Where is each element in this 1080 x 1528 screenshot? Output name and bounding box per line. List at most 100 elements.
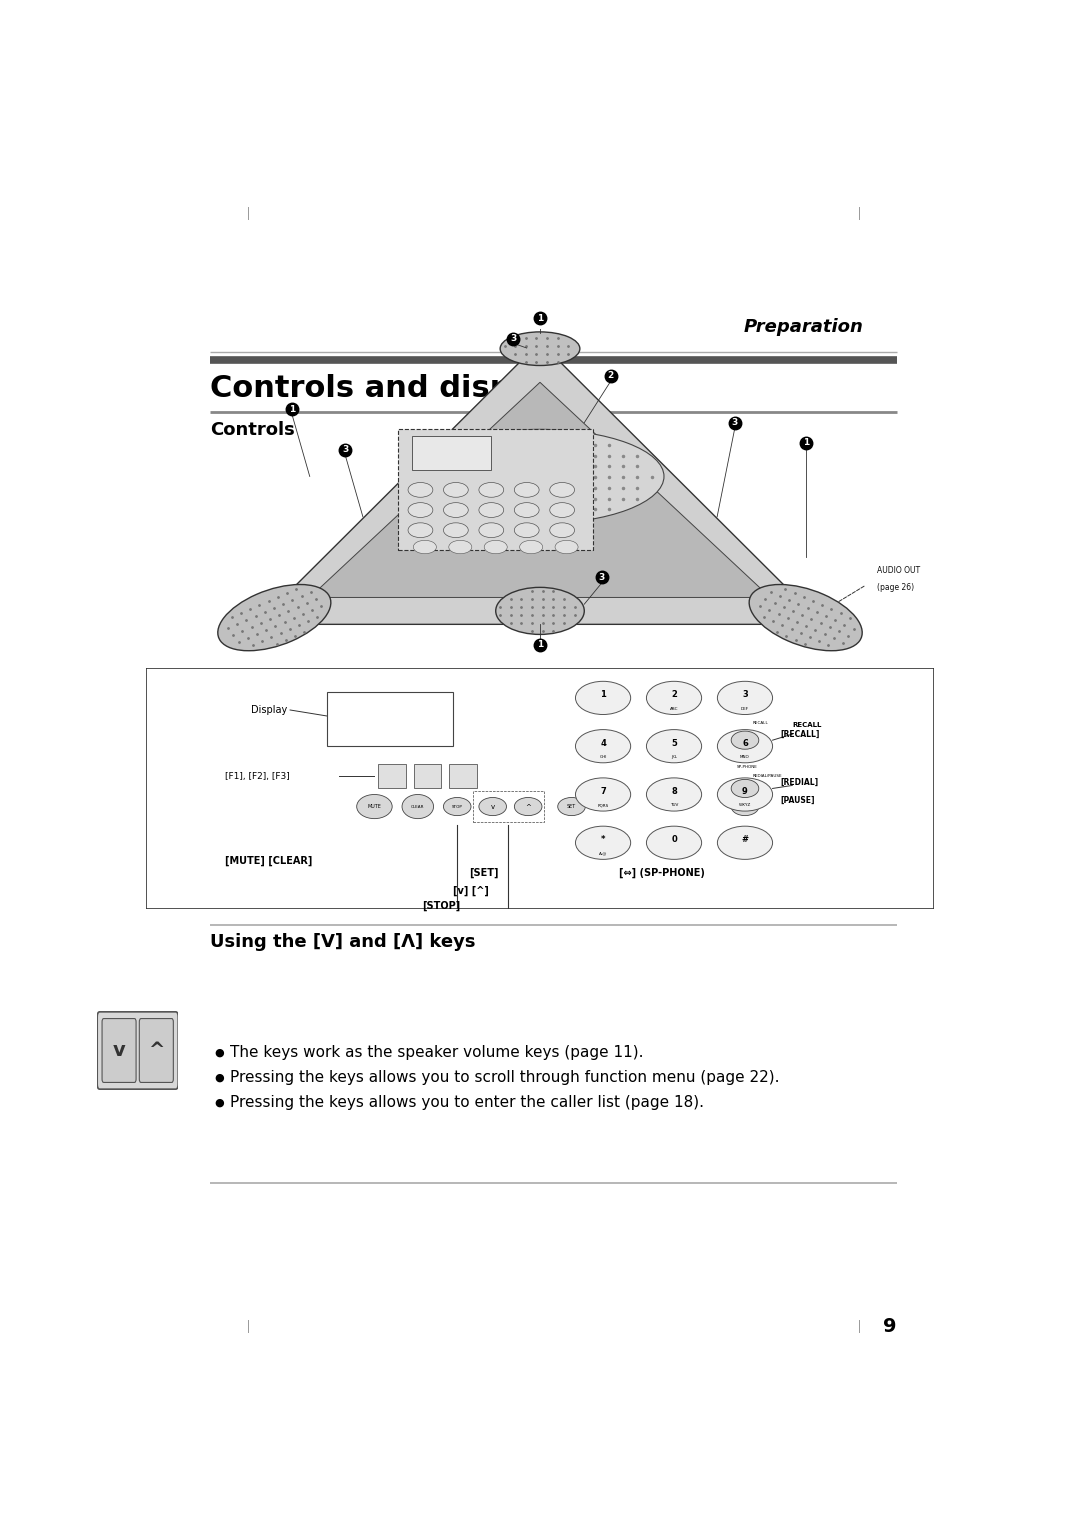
Ellipse shape <box>444 523 469 538</box>
Text: Pressing the keys allows you to scroll through function menu (page 22).: Pressing the keys allows you to scroll t… <box>230 1070 779 1085</box>
Text: Preparation: Preparation <box>743 318 863 336</box>
Text: *: * <box>600 836 605 845</box>
Text: 7: 7 <box>600 787 606 796</box>
Text: v: v <box>490 804 495 810</box>
Text: TUV: TUV <box>670 804 678 807</box>
Ellipse shape <box>514 483 539 497</box>
Bar <box>327 692 454 746</box>
Text: RECALL: RECALL <box>793 723 822 727</box>
Text: STOP: STOP <box>451 805 462 808</box>
Ellipse shape <box>514 798 542 816</box>
Ellipse shape <box>647 778 702 811</box>
Ellipse shape <box>514 503 539 518</box>
Text: 3: 3 <box>599 573 605 582</box>
Text: MUTE: MUTE <box>367 804 381 808</box>
Ellipse shape <box>356 795 392 819</box>
Text: A-@: A-@ <box>599 851 607 856</box>
Ellipse shape <box>576 778 631 811</box>
Text: 1: 1 <box>537 313 543 322</box>
Ellipse shape <box>408 523 433 538</box>
Ellipse shape <box>647 681 702 715</box>
Text: (page 26): (page 26) <box>877 582 914 591</box>
Text: Display: Display <box>252 704 287 715</box>
Text: 3: 3 <box>732 419 738 428</box>
Text: WXYZ: WXYZ <box>739 804 751 807</box>
Ellipse shape <box>408 483 433 497</box>
Text: [MUTE] [CLEAR]: [MUTE] [CLEAR] <box>225 856 312 866</box>
Text: 1: 1 <box>537 640 543 649</box>
Text: MNO: MNO <box>740 755 750 759</box>
Text: 1: 1 <box>802 439 809 448</box>
Ellipse shape <box>555 541 578 553</box>
Text: ^: ^ <box>525 804 531 810</box>
Text: 3: 3 <box>511 335 516 344</box>
Ellipse shape <box>514 523 539 538</box>
Text: 3: 3 <box>742 691 747 700</box>
Ellipse shape <box>408 503 433 518</box>
Ellipse shape <box>478 523 503 538</box>
Text: ●: ● <box>215 1073 225 1082</box>
Ellipse shape <box>218 585 330 651</box>
Text: Controls and displays: Controls and displays <box>211 373 580 402</box>
Ellipse shape <box>444 503 469 518</box>
Text: 9: 9 <box>742 787 747 796</box>
Text: The keys work as the speaker volume keys (page 11).: The keys work as the speaker volume keys… <box>230 1045 643 1060</box>
Ellipse shape <box>550 503 575 518</box>
Text: [v] [^]: [v] [^] <box>454 886 489 897</box>
Text: REDIAL/PAUSE: REDIAL/PAUSE <box>753 775 783 778</box>
FancyBboxPatch shape <box>97 1012 178 1089</box>
Ellipse shape <box>484 541 508 553</box>
Text: Controls: Controls <box>211 422 295 440</box>
Text: RECALL: RECALL <box>753 721 769 726</box>
Ellipse shape <box>576 681 631 715</box>
Ellipse shape <box>550 483 575 497</box>
Bar <box>473 792 544 822</box>
Text: ABC: ABC <box>670 707 678 711</box>
Ellipse shape <box>750 585 862 651</box>
Ellipse shape <box>444 798 471 816</box>
Text: 2: 2 <box>671 691 677 700</box>
Text: DEF: DEF <box>741 707 750 711</box>
Text: ^: ^ <box>148 1041 164 1060</box>
Ellipse shape <box>731 730 759 749</box>
Ellipse shape <box>717 778 772 811</box>
Text: 2: 2 <box>420 888 428 898</box>
Text: Microphone: Microphone <box>229 885 323 900</box>
Ellipse shape <box>550 523 575 538</box>
Ellipse shape <box>731 798 759 816</box>
Text: IN USE Indicator: IN USE Indicator <box>639 885 767 900</box>
Ellipse shape <box>519 541 542 553</box>
FancyBboxPatch shape <box>399 429 593 550</box>
Ellipse shape <box>576 827 631 859</box>
Text: Pressing the keys allows you to enter the caller list (page 18).: Pressing the keys allows you to enter th… <box>230 1094 703 1109</box>
Bar <box>378 764 406 788</box>
Ellipse shape <box>478 798 507 816</box>
Ellipse shape <box>402 795 433 819</box>
Text: Speaker: Speaker <box>438 885 508 900</box>
Ellipse shape <box>414 541 436 553</box>
FancyBboxPatch shape <box>102 1019 136 1082</box>
Text: [F1], [F2], [F3]: [F1], [F2], [F3] <box>225 772 289 781</box>
Ellipse shape <box>444 483 469 497</box>
Text: 3: 3 <box>342 445 348 454</box>
Ellipse shape <box>717 729 772 762</box>
Text: 4: 4 <box>600 738 606 747</box>
Ellipse shape <box>717 827 772 859</box>
Ellipse shape <box>647 729 702 762</box>
Ellipse shape <box>576 729 631 762</box>
Ellipse shape <box>500 332 580 365</box>
Text: PQRS: PQRS <box>597 804 609 807</box>
Polygon shape <box>310 382 770 597</box>
Ellipse shape <box>557 798 585 816</box>
Text: SET: SET <box>567 804 576 808</box>
Text: [⇔] (SP-PHONE): [⇔] (SP-PHONE) <box>619 868 705 879</box>
Text: 1: 1 <box>289 405 295 414</box>
Text: 0: 0 <box>671 836 677 845</box>
Text: SP-PHONE: SP-PHONE <box>738 766 758 769</box>
Text: 1: 1 <box>211 888 218 898</box>
FancyBboxPatch shape <box>139 1019 173 1082</box>
Text: v: v <box>112 1041 125 1060</box>
Ellipse shape <box>717 681 772 715</box>
Text: [RECALL]: [RECALL] <box>781 730 820 738</box>
Ellipse shape <box>449 541 472 553</box>
